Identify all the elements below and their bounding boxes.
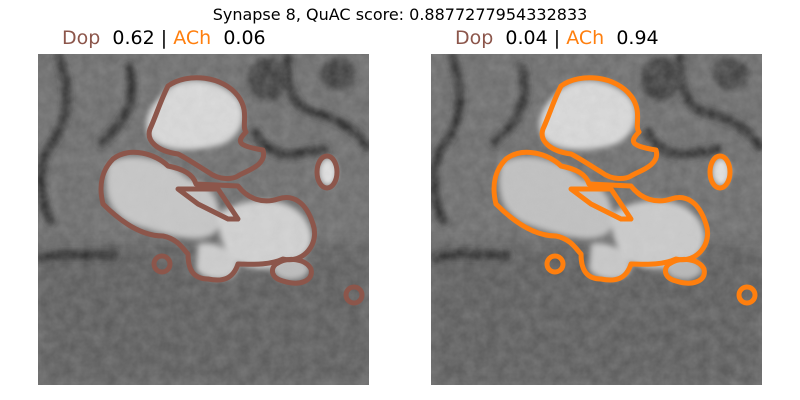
right-ach-label: ACh (566, 27, 605, 49)
right-em-image-panel (431, 54, 762, 385)
figure-title: Synapse 8, QuAC score: 0.887727795433283… (212, 5, 588, 24)
left-panel-title: Dop 0.62 | ACh 0.06 (62, 27, 266, 49)
left-separator: | (160, 27, 168, 49)
right-ach-contours (491, 75, 758, 306)
left-dop-label: Dop (62, 27, 101, 49)
right-ach-score: 0.94 (616, 27, 659, 49)
right-dop-score: 0.04 (505, 27, 548, 49)
left-dop-contours (98, 75, 365, 306)
right-panel-title: Dop 0.04 | ACh 0.94 (455, 27, 659, 49)
left-em-image (38, 54, 369, 385)
right-dop-label: Dop (455, 27, 494, 49)
left-ach-score: 0.06 (223, 27, 266, 49)
right-em-image (431, 54, 762, 385)
left-em-image-panel (38, 54, 369, 385)
left-ach-label: ACh (173, 27, 212, 49)
right-separator: | (553, 27, 561, 49)
left-dop-score: 0.62 (112, 27, 155, 49)
